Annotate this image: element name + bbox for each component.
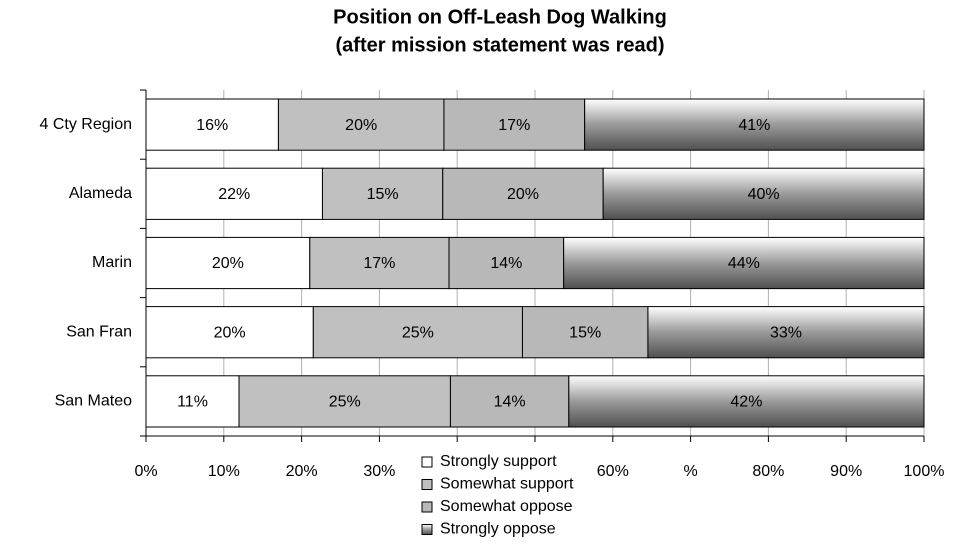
bar-segment (584, 98, 925, 151)
legend: Strongly support Somewhat support Somewhat… (415, 450, 590, 546)
bar-segment (448, 236, 565, 290)
x-tick-label: 10% (208, 463, 240, 480)
bar-segment (443, 98, 586, 151)
legend-swatch (421, 456, 433, 468)
bar-segment (647, 306, 925, 359)
data-label: 20% (507, 186, 539, 203)
y-tick-label: San Fran (66, 323, 132, 340)
data-label: 17% (363, 255, 395, 272)
bar-segment (145, 167, 323, 220)
chart-title: Position on Off-Leash Dog Walking (333, 6, 667, 28)
bar-segment (277, 98, 445, 151)
bar-segment (145, 98, 279, 151)
bar-segment (145, 236, 311, 290)
x-tick-label: 60% (597, 463, 629, 480)
x-tick-label: 90% (830, 463, 862, 480)
bar-segment (309, 236, 450, 290)
bar-segment (238, 375, 451, 428)
data-label: 20% (214, 324, 246, 341)
data-label: 15% (569, 324, 601, 341)
legend-box (415, 450, 590, 546)
x-tick-label: 30% (363, 463, 395, 480)
data-label: 20% (345, 117, 377, 134)
data-label: 14% (490, 255, 522, 272)
bar-segment (563, 236, 925, 290)
data-label: 11% (177, 394, 208, 411)
bar-segment (145, 306, 314, 359)
legend-label: Strongly support (440, 453, 557, 470)
data-label: 17% (498, 117, 530, 134)
legend-swatch (421, 479, 433, 490)
bar-segment (312, 306, 523, 359)
y-tick-label: 4 Cty Region (40, 116, 133, 133)
data-label: 15% (367, 186, 399, 203)
data-label: 42% (730, 394, 762, 411)
bar-segment (521, 306, 649, 359)
data-label: 14% (494, 394, 526, 411)
data-label: 41% (738, 117, 770, 134)
data-label: 25% (402, 324, 434, 341)
legend-swatch (421, 501, 433, 513)
bar-segment (602, 167, 925, 220)
bar-segment (442, 167, 604, 220)
legend-label: Somewhat oppose (440, 498, 573, 515)
chart-subtitle: (after mission statement was read) (336, 34, 665, 56)
data-label: 40% (748, 186, 780, 203)
x-tick-label: % (683, 463, 697, 480)
data-label: 25% (329, 394, 361, 411)
legend-label: Somewhat support (440, 476, 574, 493)
bar-segment (321, 167, 444, 220)
legend-label: Strongly oppose (440, 521, 556, 538)
data-label: 22% (218, 186, 250, 203)
y-tick-label: Marin (92, 254, 132, 271)
data-label: 44% (728, 255, 760, 272)
data-label: 16% (196, 117, 228, 134)
legend-swatch (421, 524, 433, 535)
y-tick-label: Alameda (69, 185, 132, 202)
x-tick-label: 80% (752, 463, 784, 480)
bar-segment (449, 375, 570, 428)
x-tick-label: 0% (134, 463, 157, 480)
x-tick-label: 20% (286, 463, 318, 480)
bar-segment (568, 375, 925, 428)
y-tick-label: San Mateo (55, 393, 132, 410)
bar-segment (145, 375, 240, 428)
x-tick-label: 100% (904, 463, 945, 480)
data-label: 20% (212, 255, 244, 272)
data-label: 33% (770, 324, 802, 341)
